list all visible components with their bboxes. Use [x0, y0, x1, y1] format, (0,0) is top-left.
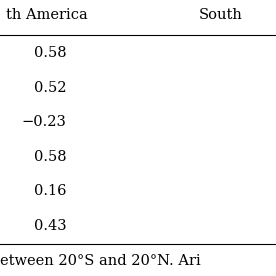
Text: 0.16: 0.16 — [34, 184, 66, 198]
Text: etween 20°S and 20°N. Ari: etween 20°S and 20°N. Ari — [0, 254, 201, 268]
Text: th America: th America — [6, 8, 87, 22]
Text: −0.23: −0.23 — [21, 115, 66, 129]
Text: 0.52: 0.52 — [34, 81, 66, 95]
Text: South: South — [199, 8, 243, 22]
Text: 0.43: 0.43 — [34, 219, 66, 233]
Text: 0.58: 0.58 — [34, 150, 66, 164]
Text: 0.58: 0.58 — [34, 46, 66, 60]
